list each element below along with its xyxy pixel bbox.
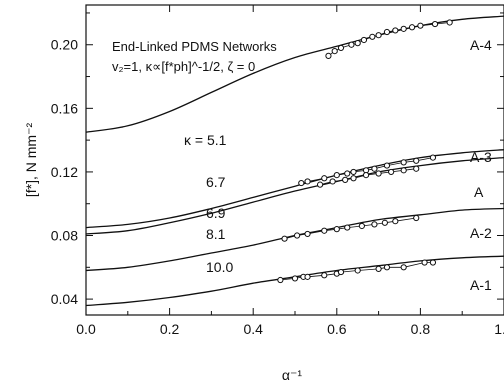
series-curve-A-2 bbox=[85, 207, 504, 272]
data-point bbox=[350, 168, 357, 176]
x-axis-label: α⁻¹ bbox=[282, 367, 302, 383]
data-point bbox=[358, 222, 365, 230]
data-point bbox=[392, 218, 399, 225]
data-point bbox=[281, 235, 288, 242]
data-point bbox=[321, 272, 328, 279]
data-point bbox=[388, 168, 395, 176]
data-point bbox=[413, 214, 420, 222]
series-name-label: A-2 bbox=[470, 225, 492, 241]
data-point bbox=[369, 33, 376, 40]
data-point bbox=[337, 268, 345, 276]
data-point bbox=[337, 44, 345, 52]
x-tick-label: 0.0 bbox=[76, 321, 96, 337]
y-axis-ticks: 0.04 0.08 0.12 0.16 0.20 bbox=[51, 12, 504, 307]
data-point bbox=[325, 52, 332, 59]
x-tick-label: 0.6 bbox=[327, 321, 347, 337]
x-tick-label: 0.8 bbox=[411, 321, 431, 337]
data-point bbox=[333, 226, 340, 233]
data-point bbox=[431, 20, 439, 28]
data-point bbox=[304, 230, 311, 238]
series-connector-A-4 bbox=[328, 22, 450, 57]
data-point bbox=[350, 175, 357, 182]
x-tick-label: 1.0 bbox=[494, 321, 504, 337]
data-point bbox=[362, 172, 370, 179]
data-point bbox=[408, 24, 416, 31]
data-point bbox=[348, 41, 355, 48]
data-point bbox=[381, 219, 388, 226]
data-point bbox=[421, 259, 428, 266]
data-point bbox=[304, 178, 311, 185]
x-tick-label: 0.4 bbox=[243, 321, 263, 337]
data-point bbox=[331, 48, 338, 55]
series-curve-A bbox=[85, 156, 504, 235]
series-curve-A-4 bbox=[85, 15, 504, 133]
data-point bbox=[333, 172, 340, 179]
data-point bbox=[293, 232, 301, 239]
y-tick-label: 0.16 bbox=[51, 100, 78, 116]
data-point bbox=[400, 167, 407, 174]
data-point bbox=[354, 267, 361, 274]
data-point bbox=[371, 221, 378, 228]
data-point bbox=[429, 259, 437, 266]
data-point bbox=[354, 40, 361, 47]
data-point bbox=[383, 162, 391, 169]
data-point bbox=[342, 176, 349, 183]
series-labels: A-4 κ = 5.1 A-3 6.7 A 6.9 A-2 8.1 A-1 10.0 bbox=[184, 37, 492, 293]
data-point bbox=[400, 264, 407, 271]
series-curve-A-3 bbox=[85, 149, 504, 229]
data-point bbox=[344, 224, 351, 231]
series-name-label: A-4 bbox=[470, 37, 492, 53]
data-point bbox=[375, 170, 382, 177]
data-point bbox=[417, 22, 424, 29]
data-point bbox=[375, 32, 382, 39]
chart-subtitle: v₂=1, κ∝[f*ph]^-1/2, ζ = 0 bbox=[112, 59, 255, 74]
data-point bbox=[344, 170, 351, 177]
kappa-label: κ = 5.1 bbox=[184, 132, 227, 148]
data-point bbox=[400, 25, 407, 32]
y-axis-label: [f*], N mm⁻² bbox=[23, 123, 39, 198]
data-point bbox=[413, 165, 420, 172]
data-point bbox=[316, 181, 324, 188]
y-tick-label: 0.12 bbox=[51, 164, 78, 180]
data-point bbox=[360, 36, 368, 44]
data-point bbox=[446, 19, 453, 26]
kappa-label: 8.1 bbox=[206, 226, 226, 242]
series-name-label: A-3 bbox=[470, 149, 492, 165]
data-point bbox=[329, 178, 336, 185]
series-name-label: A-1 bbox=[470, 277, 492, 293]
data-point bbox=[277, 276, 284, 284]
data-point bbox=[429, 154, 437, 161]
data-point bbox=[321, 227, 328, 234]
data-point bbox=[400, 159, 407, 166]
kappa-label: 10.0 bbox=[206, 259, 233, 275]
y-tick-label: 0.08 bbox=[51, 228, 78, 244]
data-point bbox=[392, 27, 399, 34]
data-point bbox=[298, 179, 305, 187]
chart-title: End-Linked PDMS Networks bbox=[112, 39, 277, 54]
data-point bbox=[291, 275, 299, 282]
data-point bbox=[321, 175, 328, 182]
y-tick-label: 0.04 bbox=[51, 291, 78, 307]
y-tick-label: 0.20 bbox=[51, 37, 78, 53]
series-points bbox=[277, 19, 453, 284]
kappa-label: 6.9 bbox=[206, 205, 226, 221]
x-axis-ticks: 0.0 0.2 0.4 0.6 0.8 1.0 bbox=[76, 5, 504, 337]
data-point bbox=[383, 28, 391, 36]
data-point bbox=[375, 265, 382, 272]
data-point bbox=[371, 165, 378, 172]
data-point bbox=[413, 157, 420, 164]
series-name-label: A bbox=[474, 184, 484, 200]
data-point bbox=[383, 264, 391, 271]
x-tick-label: 0.2 bbox=[160, 321, 180, 337]
data-point bbox=[304, 273, 311, 280]
kappa-label: 6.7 bbox=[206, 174, 226, 190]
